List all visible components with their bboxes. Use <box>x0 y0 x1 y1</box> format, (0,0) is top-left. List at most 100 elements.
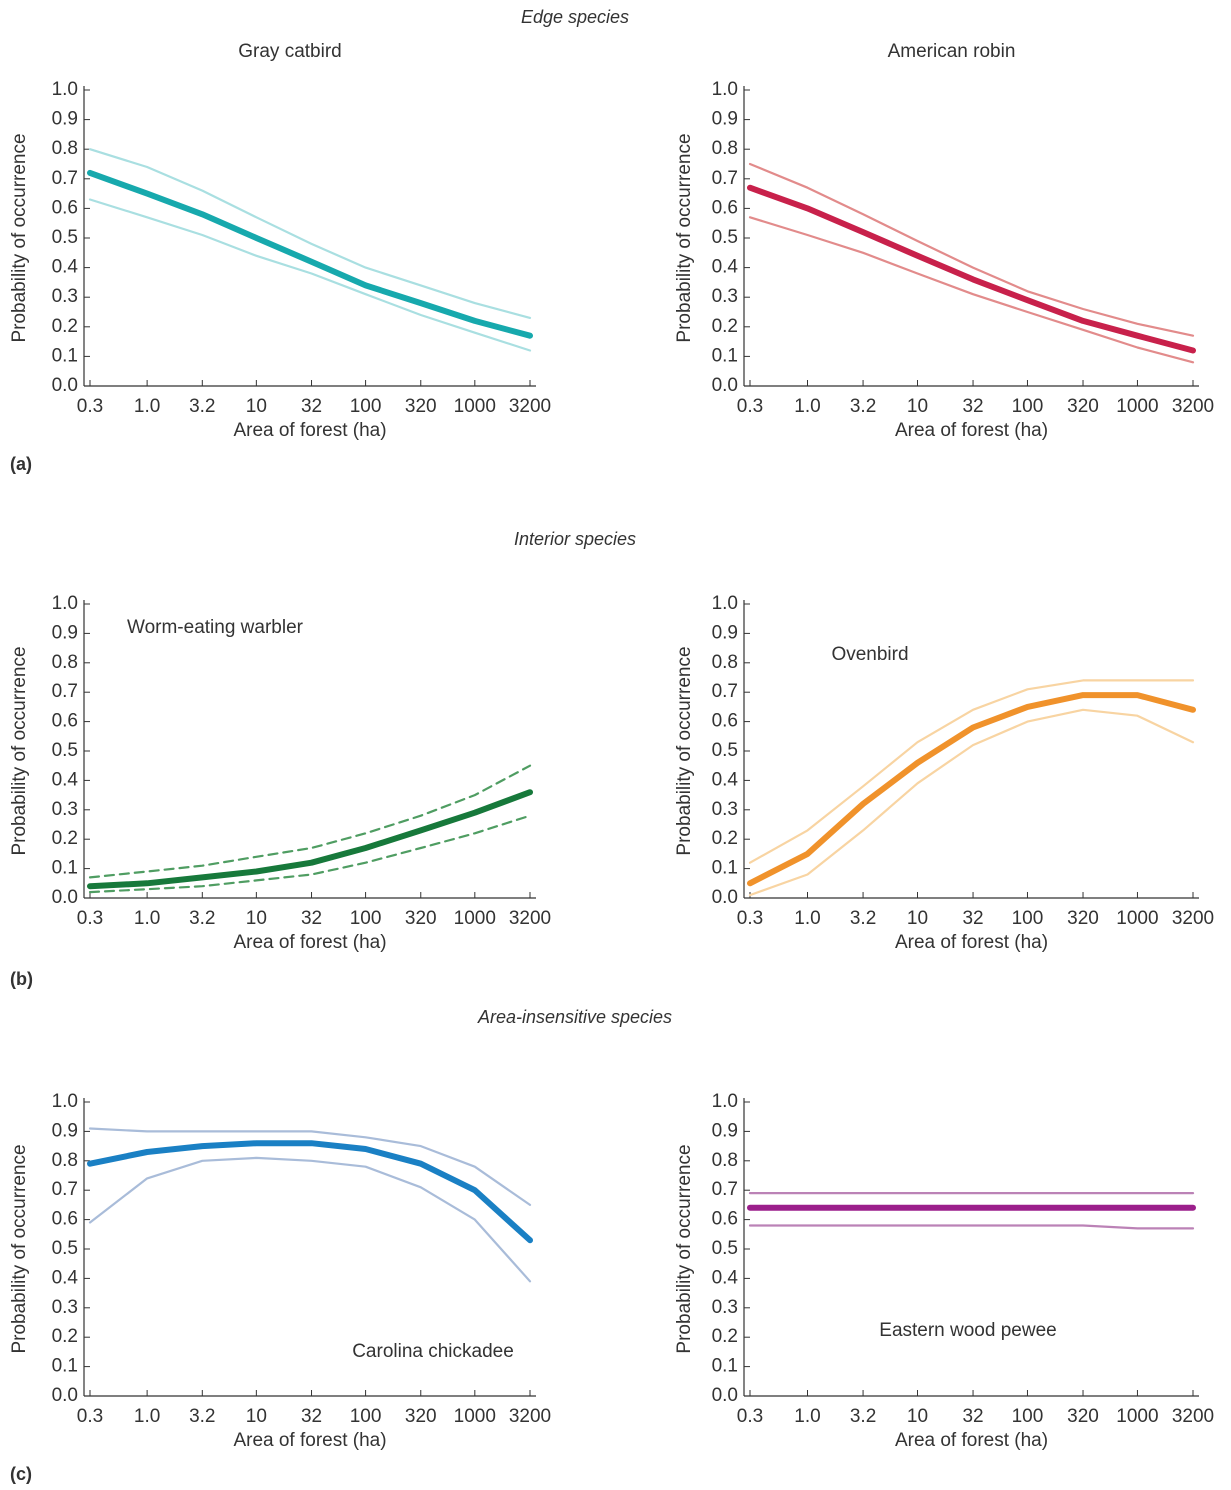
section-title: Interior species <box>514 529 636 549</box>
x-tick-label: 32 <box>301 908 322 929</box>
y-tick-label: 0.5 <box>52 227 78 248</box>
y-tick-label: 0.2 <box>712 828 738 849</box>
section-title: Area-insensitive species <box>477 1007 672 1027</box>
x-tick-label: 10 <box>246 908 267 929</box>
estimate-line <box>87 789 533 890</box>
estimate-line <box>87 1140 533 1244</box>
x-tick-label: 1.0 <box>134 1406 160 1427</box>
x-tick-label: 3200 <box>1172 908 1214 929</box>
annotation: Worm-eating warbler <box>127 617 304 638</box>
x-tick-label: 3.2 <box>850 908 876 929</box>
y-tick-label: 0.7 <box>712 681 738 702</box>
y-tick-label: 0.4 <box>52 1267 79 1288</box>
x-tick-label: 320 <box>405 396 437 417</box>
x-tick-label: 1000 <box>1116 908 1158 929</box>
x-tick-label: 0.3 <box>737 396 763 417</box>
y-tick-label: 0.3 <box>712 799 738 820</box>
x-tick-label: 10 <box>907 908 928 929</box>
y-tick-label: 0.2 <box>52 316 78 337</box>
x-tick-label: 10 <box>246 396 267 417</box>
y-axis-label: Probability of occurrence <box>674 133 695 342</box>
y-tick-label: 0.6 <box>712 197 738 218</box>
y-tick-label: 0.9 <box>52 109 78 130</box>
x-tick-label: 100 <box>1012 908 1044 929</box>
y-tick-label: 0.3 <box>52 799 78 820</box>
confidence-line <box>748 162 1195 337</box>
y-tick-label: 0.0 <box>712 887 738 908</box>
x-tick-label: 1.0 <box>794 908 820 929</box>
x-tick-label: 320 <box>1067 1406 1099 1427</box>
y-tick-label: 0.1 <box>712 1356 738 1377</box>
y-tick-label: 0.1 <box>712 345 738 366</box>
x-tick-label: 0.3 <box>737 1406 763 1427</box>
y-axis-label: Probability of occurrence <box>674 646 695 855</box>
confidence-line <box>88 764 532 879</box>
confidence-line <box>88 198 532 352</box>
y-tick-label: 0.8 <box>712 652 738 673</box>
y-tick-label: 0.1 <box>52 1356 78 1377</box>
x-tick-label: 0.3 <box>737 908 763 929</box>
y-tick-label: 1.0 <box>712 593 738 614</box>
y-tick-label: 0.7 <box>712 1179 738 1200</box>
confidence-line <box>748 679 1195 864</box>
x-tick-label: 1000 <box>1116 1406 1158 1427</box>
y-tick-label: 0.8 <box>712 1150 738 1171</box>
y-tick-label: 0.3 <box>712 286 738 307</box>
x-tick-label: 320 <box>405 1406 437 1427</box>
x-tick-label: 32 <box>962 908 983 929</box>
y-tick-label: 0.0 <box>52 887 78 908</box>
y-tick-label: 0.6 <box>712 1209 738 1230</box>
x-tick-label: 32 <box>962 1406 983 1427</box>
y-tick-label: 0.8 <box>52 1150 78 1171</box>
x-tick-label: 3.2 <box>850 1406 876 1427</box>
x-tick-label: 100 <box>1012 1406 1044 1427</box>
y-tick-label: 1.0 <box>712 79 738 100</box>
y-tick-label: 0.0 <box>712 1385 738 1406</box>
x-axis-label: Area of forest (ha) <box>895 1430 1048 1451</box>
x-tick-label: 3.2 <box>189 908 215 929</box>
confidence-line <box>88 814 532 894</box>
y-tick-label: 0.0 <box>52 375 78 396</box>
x-tick-label: 3200 <box>1172 396 1214 417</box>
x-tick-label: 1.0 <box>794 1406 820 1427</box>
x-tick-label: 3.2 <box>189 1406 215 1427</box>
x-tick-label: 10 <box>907 1406 928 1427</box>
x-tick-label: 1.0 <box>134 396 160 417</box>
y-tick-label: 1.0 <box>52 1091 78 1112</box>
y-tick-label: 0.8 <box>52 652 78 673</box>
y-tick-label: 0.8 <box>712 138 738 159</box>
x-tick-label: 10 <box>246 1406 267 1427</box>
y-tick-label: 0.3 <box>52 286 78 307</box>
y-tick-label: 0.1 <box>52 858 78 879</box>
y-tick-label: 0.4 <box>712 1267 739 1288</box>
x-tick-label: 100 <box>350 908 382 929</box>
y-tick-label: 0.6 <box>52 711 78 732</box>
x-tick-label: 3200 <box>509 908 551 929</box>
estimate-line <box>747 692 1196 887</box>
y-tick-label: 0.8 <box>52 138 78 159</box>
x-tick-label: 32 <box>962 396 983 417</box>
chart-title: Gray catbird <box>238 41 341 62</box>
annotation: Carolina chickadee <box>352 1341 514 1362</box>
y-tick-label: 0.9 <box>712 109 738 130</box>
x-axis-label: Area of forest (ha) <box>895 932 1048 953</box>
y-tick-label: 0.7 <box>52 1179 78 1200</box>
x-axis-label: Area of forest (ha) <box>233 1430 386 1451</box>
confidence-line <box>748 216 1195 364</box>
y-tick-label: 0.0 <box>712 375 738 396</box>
x-tick-label: 320 <box>1067 908 1099 929</box>
y-tick-label: 0.6 <box>712 711 738 732</box>
x-tick-label: 3.2 <box>189 396 215 417</box>
x-tick-label: 0.3 <box>77 396 103 417</box>
y-tick-label: 0.4 <box>712 769 739 790</box>
estimate-line <box>87 169 533 339</box>
y-tick-label: 1.0 <box>712 1091 738 1112</box>
annotation: Eastern wood pewee <box>879 1320 1056 1341</box>
x-tick-label: 1000 <box>454 908 496 929</box>
y-tick-label: 0.5 <box>712 1238 738 1259</box>
x-tick-label: 3200 <box>509 1406 551 1427</box>
y-tick-label: 0.5 <box>52 740 78 761</box>
y-tick-label: 0.9 <box>52 1120 78 1141</box>
